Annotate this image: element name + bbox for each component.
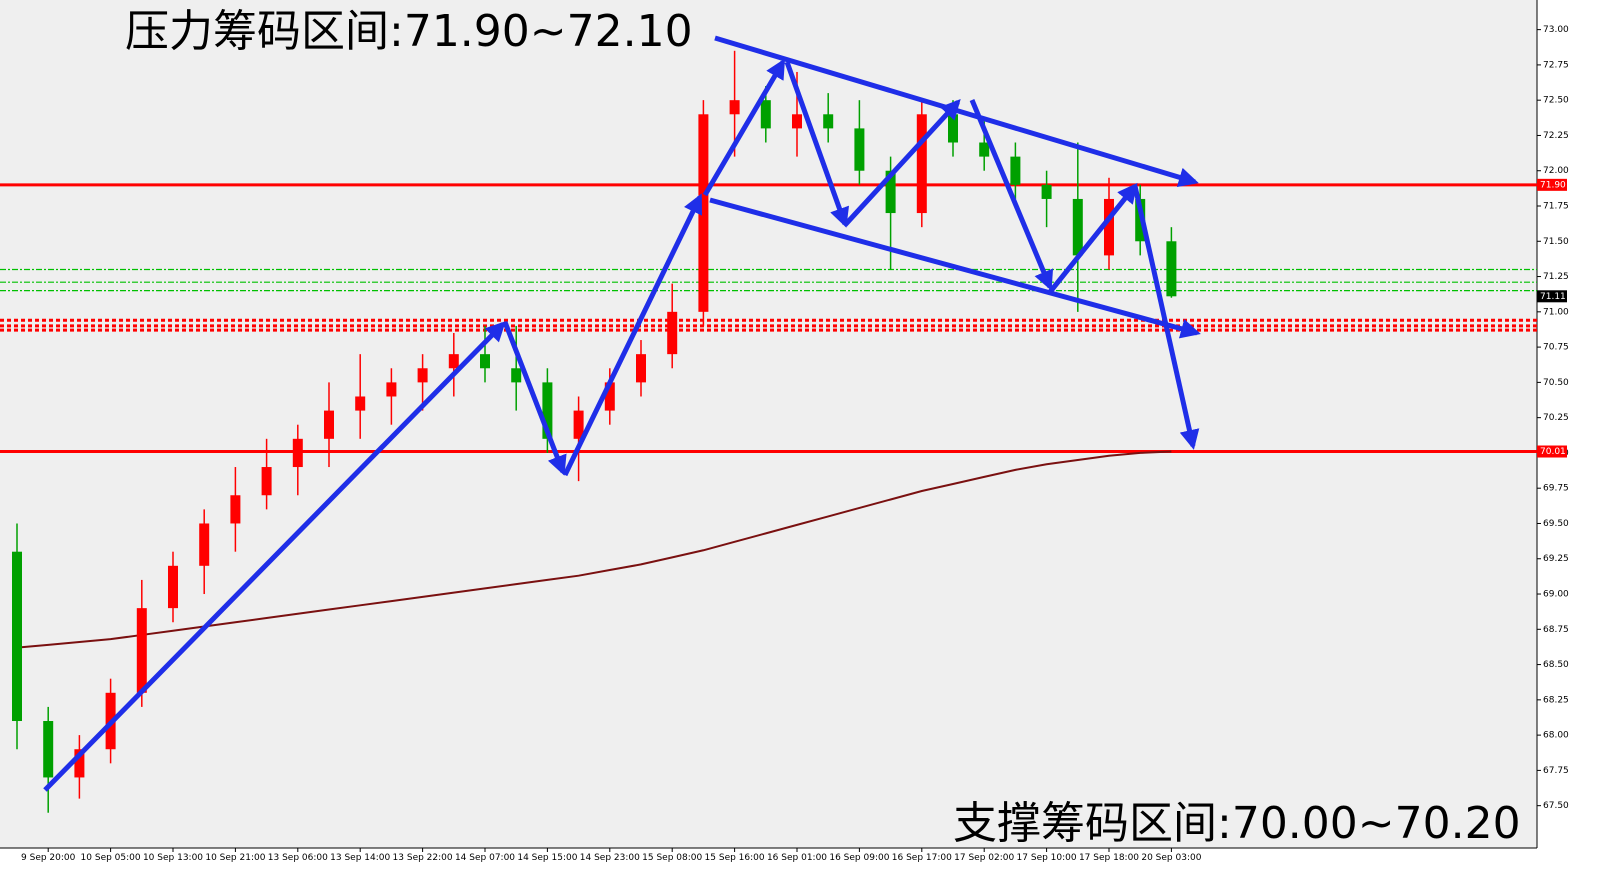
price-tag-label: 71.90 (1540, 180, 1566, 190)
y-tick-label: 72.50 (1543, 96, 1569, 106)
y-tick-label: 73.00 (1543, 25, 1569, 35)
y-tick-label: 70.75 (1543, 343, 1569, 353)
x-tick-label: 20 Sep 03:00 (1141, 853, 1201, 863)
candle-body (916, 114, 927, 214)
candle-body (74, 749, 85, 778)
candle-body (480, 354, 490, 369)
x-tick-label: 14 Sep 15:00 (517, 853, 577, 863)
x-tick-label: 15 Sep 08:00 (642, 853, 702, 863)
price-tag (1537, 178, 1567, 191)
x-tick-label: 13 Sep 14:00 (330, 853, 390, 863)
candle-body (324, 410, 334, 439)
candle-body (636, 354, 646, 383)
resistance-annotation: 压力筹码区间:71.90~72.10 (125, 6, 693, 57)
candle-body (760, 100, 771, 129)
y-tick-label: 69.50 (1543, 519, 1569, 529)
support-annotation: 支撑筹码区间:70.00~70.20 (953, 798, 1521, 849)
candle-body (355, 396, 366, 411)
candle-body (667, 311, 678, 355)
candle-body (230, 495, 241, 524)
candle-body (43, 721, 54, 778)
price-tag-label: 71.11 (1540, 292, 1566, 302)
x-tick-label: 17 Sep 18:00 (1079, 853, 1139, 863)
candle-body (136, 608, 147, 693)
x-tick-label: 16 Sep 01:00 (767, 853, 827, 863)
x-tick-label: 17 Sep 02:00 (954, 853, 1014, 863)
candle-body (885, 170, 896, 214)
candle-body (948, 114, 958, 143)
x-tick-label: 10 Sep 05:00 (81, 853, 141, 863)
candle-body (12, 551, 22, 722)
y-tick-label: 71.75 (1543, 202, 1569, 212)
candle-body (1010, 156, 1021, 185)
candle-body (417, 368, 428, 383)
x-tick-label: 16 Sep 09:00 (829, 853, 889, 863)
y-tick-label: 69.00 (1543, 590, 1569, 600)
candle-body (979, 142, 990, 157)
y-tick-label: 72.00 (1543, 166, 1569, 176)
y-tick-label: 69.75 (1543, 484, 1569, 494)
y-tick-label: 72.75 (1543, 60, 1569, 70)
candle-body (542, 382, 553, 439)
candle-body (1104, 198, 1114, 256)
y-tick-label: 68.00 (1543, 731, 1569, 741)
candle-body (854, 128, 865, 171)
candle-body (729, 100, 740, 115)
y-tick-label: 69.25 (1543, 554, 1569, 564)
y-tick-label: 70.50 (1543, 378, 1569, 388)
candle-body (823, 114, 834, 129)
price-tag (1537, 445, 1567, 458)
candle-body (792, 114, 802, 129)
x-tick-label: 14 Sep 07:00 (455, 853, 515, 863)
candle-body (199, 523, 210, 566)
x-tick-label: 13 Sep 06:00 (268, 853, 328, 863)
y-tick-label: 70.25 (1543, 413, 1569, 423)
candle-body (448, 354, 459, 369)
x-tick-label: 17 Sep 10:00 (1017, 853, 1077, 863)
candle-body (698, 114, 709, 312)
candle-body (604, 382, 615, 411)
price-tag (1537, 290, 1567, 303)
candle-body (292, 438, 303, 468)
x-tick-label: 9 Sep 20:00 (21, 853, 76, 863)
y-tick-label: 71.00 (1543, 307, 1569, 317)
y-tick-label: 72.25 (1543, 131, 1569, 141)
trend-arrows (43, 35, 1201, 792)
x-tick-label: 10 Sep 21:00 (205, 853, 265, 863)
y-tick-label: 68.50 (1543, 660, 1569, 670)
y-tick-label: 67.75 (1543, 766, 1569, 776)
x-tick-label: 15 Sep 16:00 (705, 853, 765, 863)
candle-body (386, 382, 397, 397)
y-tick-label: 71.50 (1543, 237, 1569, 247)
x-tick-label: 14 Sep 23:00 (580, 853, 640, 863)
plot-area (0, 0, 1537, 848)
y-tick-label: 71.25 (1543, 272, 1569, 282)
candle-body (511, 368, 522, 383)
y-tick-label: 68.75 (1543, 625, 1569, 635)
candle-body (168, 565, 178, 609)
candle-body (573, 410, 584, 439)
candle-body (261, 467, 272, 496)
x-tick-label: 10 Sep 13:00 (143, 853, 203, 863)
x-tick-label: 13 Sep 22:00 (393, 853, 453, 863)
y-tick-label: 67.50 (1543, 801, 1569, 811)
candle-body (1166, 241, 1177, 297)
candle-body (1041, 184, 1052, 199)
price-tag-label: 70.01 (1540, 447, 1566, 457)
candle-body (1072, 198, 1083, 256)
y-tick-label: 68.25 (1543, 695, 1569, 705)
x-tick-label: 16 Sep 17:00 (892, 853, 952, 863)
